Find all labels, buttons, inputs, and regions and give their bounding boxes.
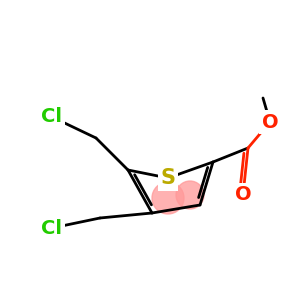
Text: O: O: [235, 185, 251, 205]
Text: Cl: Cl: [41, 218, 62, 238]
Circle shape: [176, 181, 204, 209]
Circle shape: [152, 182, 184, 214]
Text: Cl: Cl: [41, 107, 62, 127]
Text: O: O: [262, 112, 278, 131]
Text: S: S: [160, 168, 175, 188]
